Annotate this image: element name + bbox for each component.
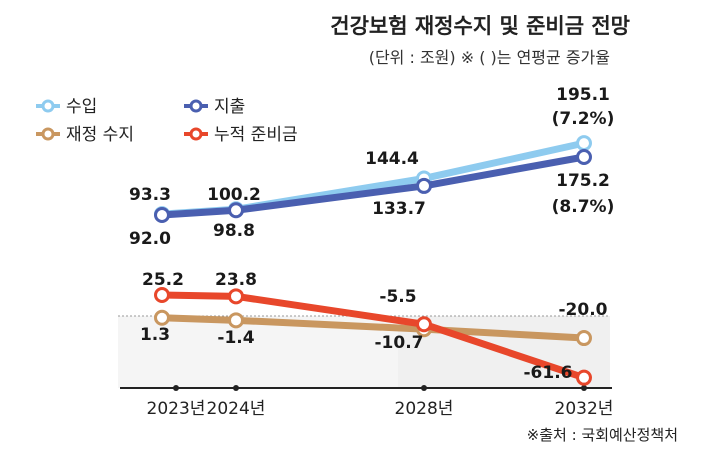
source-note: ※출처 : 국회예산정책처 [526,426,678,444]
data-label-expense-3: 175.2 [556,171,610,191]
data-label-balance-3: -20.0 [559,300,608,320]
series-line-2 [158,314,588,342]
data-label-revenue-3: 195.1 [556,85,610,105]
data-label-balance-2: -10.7 [375,333,424,353]
series-line-3 [158,291,588,382]
series-0-point-3 [576,135,592,152]
series-1-point-3 [576,149,592,165]
series-3-point-3 [576,369,592,386]
series-1-point-1 [228,202,244,219]
series-2-point-1 [228,312,244,329]
x-tick-1 [233,385,239,391]
data-label-expense-0: 92.0 [129,229,171,249]
data-label-revenue-0: 93.3 [129,185,171,205]
legend-reserve-marker [184,126,208,140]
x-tick-2 [421,385,427,391]
legend-revenue-marker [36,98,60,112]
legend-revenue: 수입 [36,92,97,117]
legend-expense-marker [184,98,208,112]
legend-balance: 재정 수지 [36,120,134,145]
series-2-point-3 [576,330,592,347]
x-tick-label-1: 2024년 [207,399,266,419]
legend-balance-label: 재정 수지 [66,125,134,145]
x-tick-0 [173,385,179,391]
data-label-revenue-2: 144.4 [365,149,419,169]
legend-reserve: 누적 준비금 [184,120,298,145]
series-1-point-0 [154,207,170,223]
data-note-expense: (8.7%) [552,197,615,217]
data-label-balance-1: -1.4 [217,328,254,348]
legend-balance-marker [36,126,60,140]
data-label-reserve-1: 23.8 [215,270,257,290]
data-label-balance-0: 1.3 [140,325,170,345]
x-tick-label-2: 2028년 [395,399,454,419]
data-label-reserve-2: -5.5 [379,287,416,307]
x-tick-3 [581,385,587,391]
data-label-reserve-0: 25.2 [142,270,184,290]
data-label-expense-2: 133.7 [372,199,426,219]
series-2-point-0 [154,309,170,326]
chart-title: 건강보험 재정수지 및 준비금 전망 [330,14,630,38]
data-label-reserve-3: -61.6 [524,363,573,383]
legend-reserve-label: 누적 준비금 [214,125,298,145]
series-3-point-2 [416,316,432,333]
data-note-revenue: (7.2%) [552,109,615,129]
series-line-1 [158,153,588,219]
data-label-revenue-1: 100.2 [207,185,261,205]
series-3-point-0 [154,287,170,303]
legend-revenue-label: 수입 [66,97,98,117]
series-3-point-1 [228,288,244,305]
series-1-point-2 [416,177,432,194]
legend-expense-label: 지출 [214,97,246,117]
data-label-expense-1: 98.8 [213,221,255,241]
x-tick-label-0: 2023년 [147,399,206,419]
x-tick-label-3: 2032년 [555,399,614,419]
legend-expense: 지출 [184,92,245,117]
chart-subtitle: (단위 : 조원) ※ ( )는 연평균 증가율 [368,48,610,67]
